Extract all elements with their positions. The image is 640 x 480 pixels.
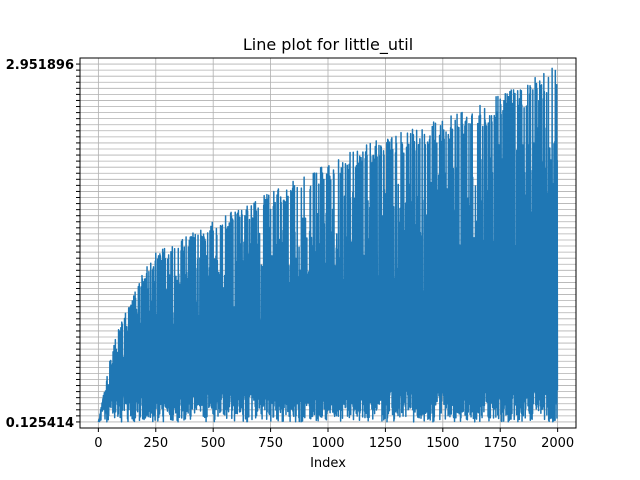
x-tick-label: 750: [258, 436, 283, 451]
x-tick-label: 1250: [369, 436, 402, 451]
x-tick-label: 1750: [484, 436, 517, 451]
x-tick-label: 1000: [311, 436, 344, 451]
series-line: [97, 67, 559, 423]
y-tick-label-top: 2.951896: [6, 58, 74, 73]
x-tick-label: 250: [143, 436, 168, 451]
plot-frame: [79, 57, 577, 429]
y-tick-label-bottom: 0.125414: [6, 416, 74, 431]
x-tick-label: 2000: [541, 436, 574, 451]
x-axis-ticks: 0 250 500 750 1000 1250 1500 1750 2000: [94, 428, 574, 451]
x-tick-label: 500: [201, 436, 226, 451]
y-axis-ticks: 2.951896 0.125414: [6, 58, 80, 431]
x-tick-label: 1500: [426, 436, 459, 451]
series-line-group: [97, 67, 559, 423]
x-tick-label: 0: [94, 436, 102, 451]
chart-title: Line plot for little_util: [243, 35, 413, 55]
x-axis-label: Index: [310, 456, 346, 471]
